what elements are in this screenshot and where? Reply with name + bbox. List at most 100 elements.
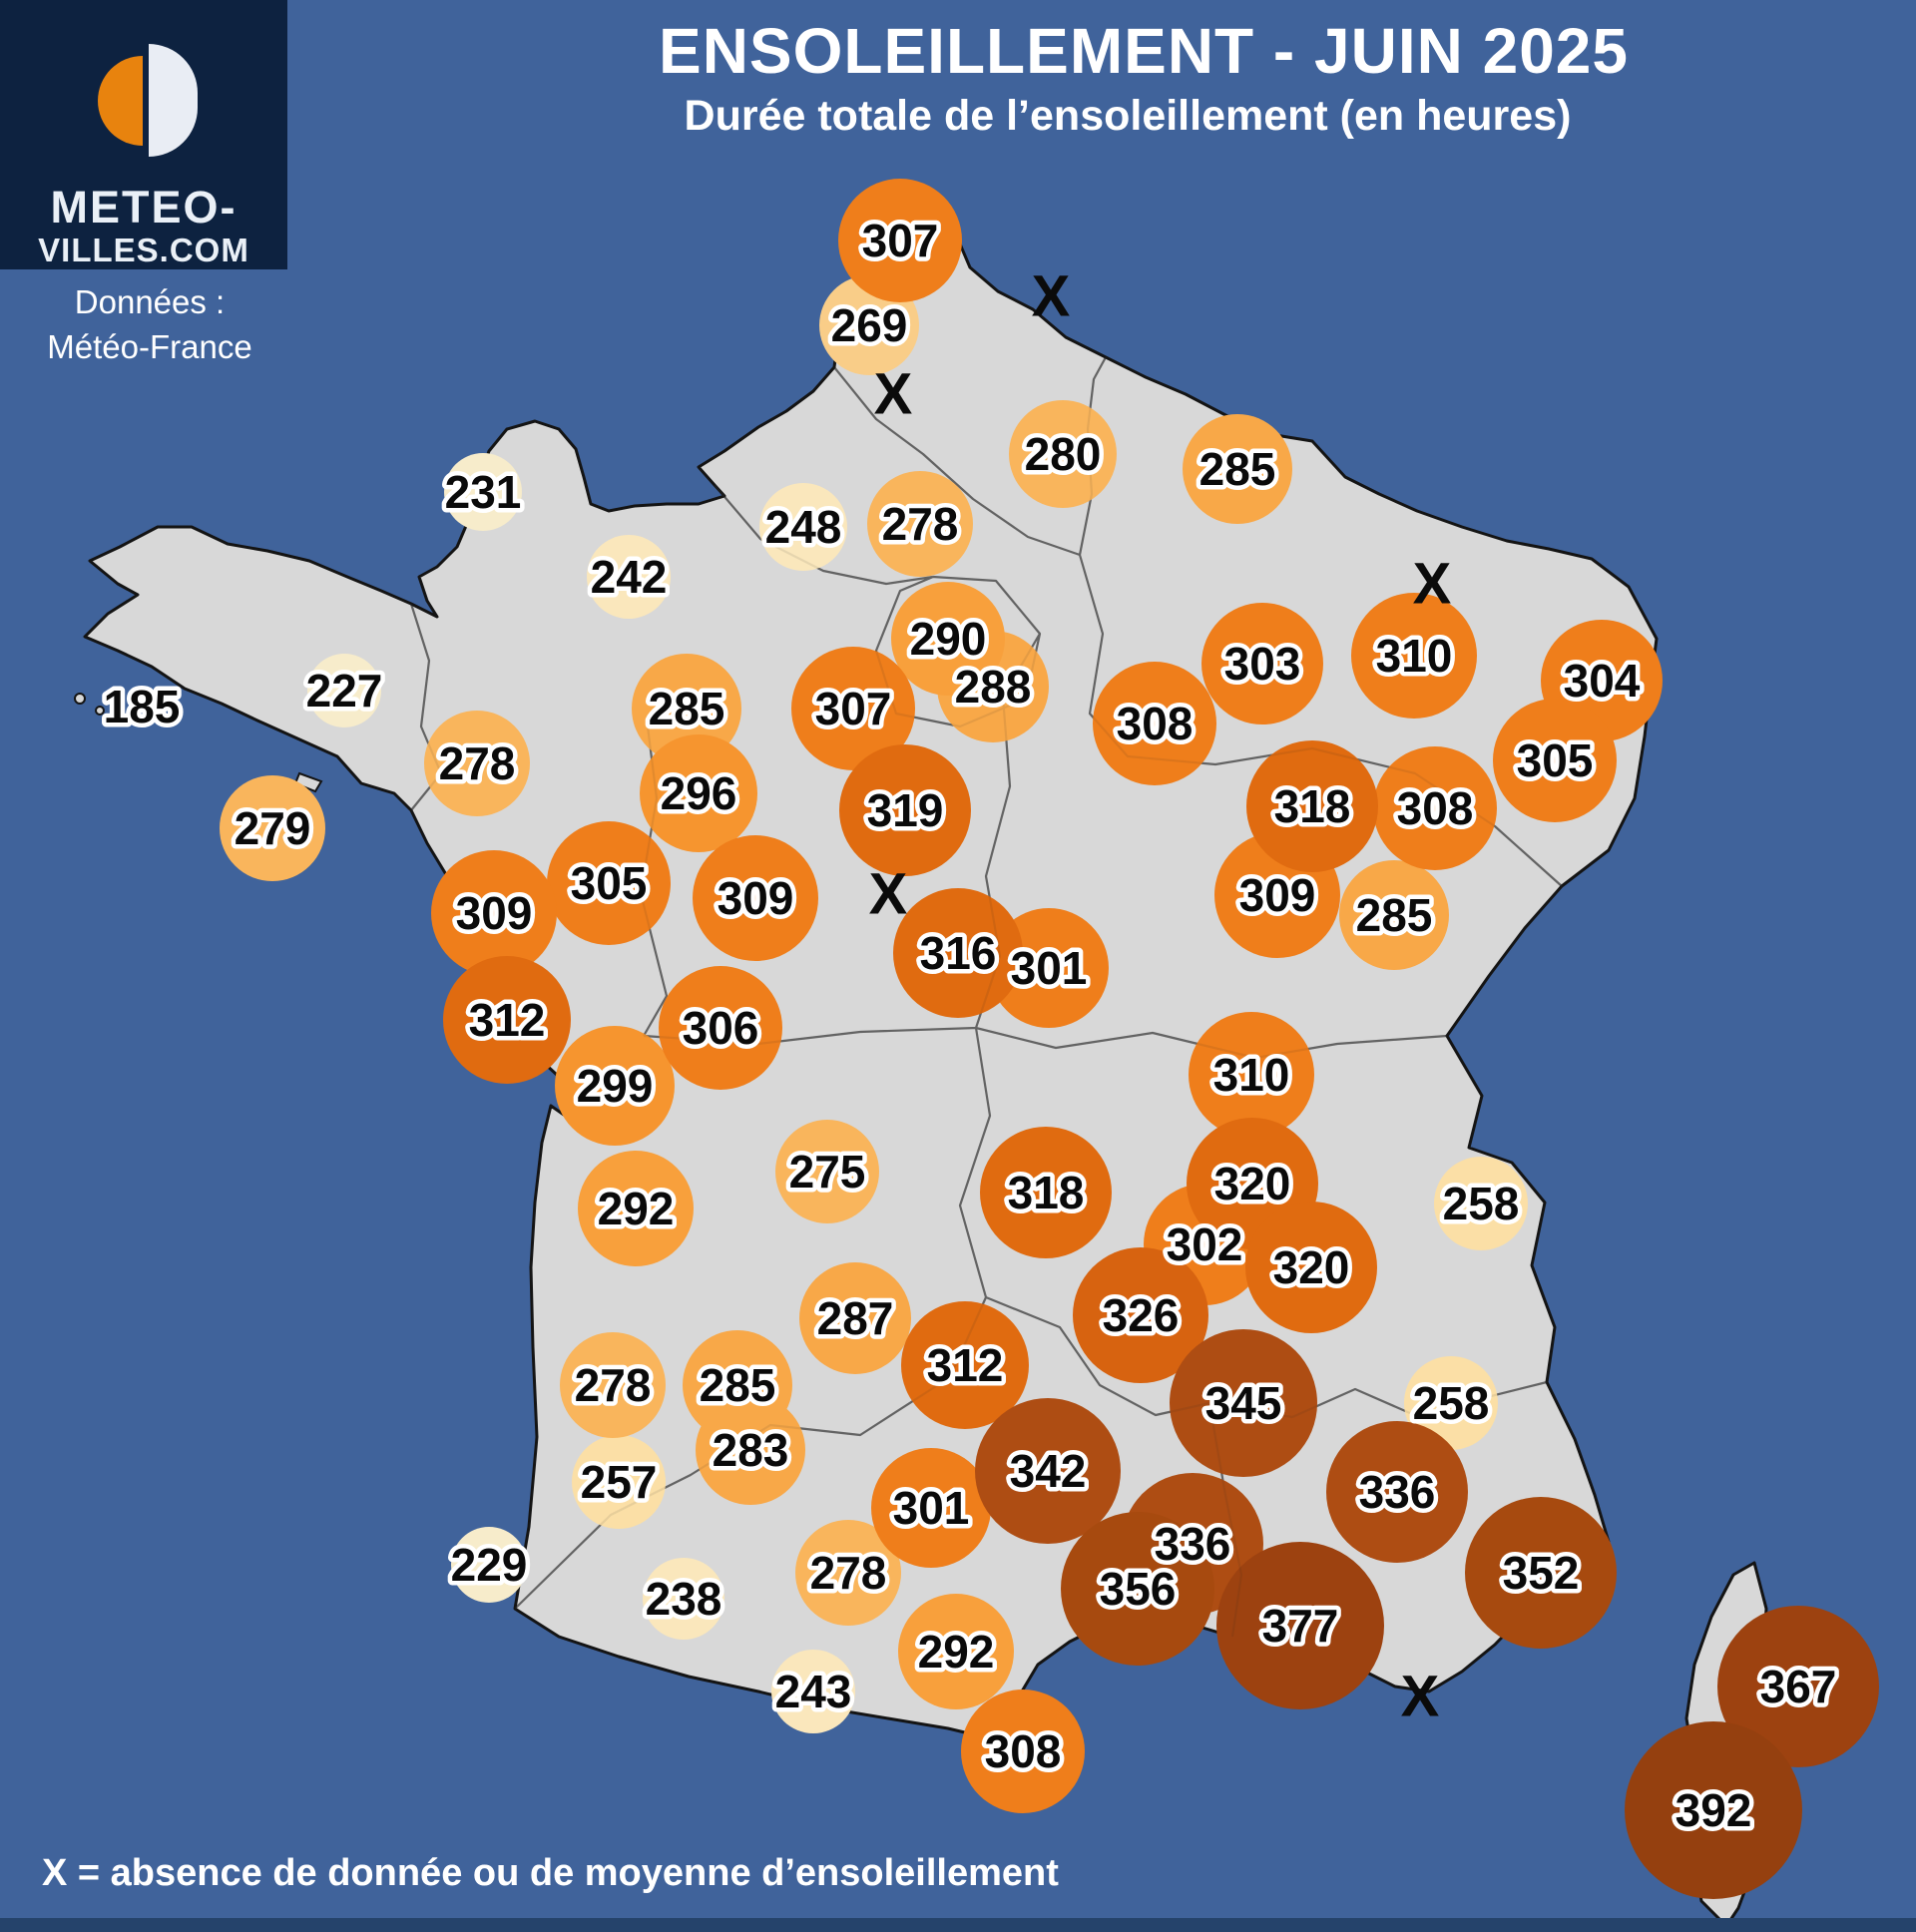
sunshine-value-label: 307 xyxy=(862,215,939,266)
sunshine-value-label: 185 xyxy=(104,681,181,732)
sunshine-circle xyxy=(867,471,973,577)
sunshine-circle xyxy=(1246,740,1378,872)
sunshine-circle xyxy=(643,1558,724,1640)
sunshine-circle xyxy=(961,1690,1085,1813)
sunshine-circle xyxy=(547,821,671,945)
sunshine-value-label: 336 xyxy=(1359,1466,1436,1518)
sunshine-value-label: 309 xyxy=(718,872,794,924)
sunshine-value-label: 312 xyxy=(927,1339,1004,1391)
sunshine-circle xyxy=(871,1448,991,1568)
sunshine-circle xyxy=(1216,1542,1384,1709)
no-data-marker: X xyxy=(1413,552,1452,617)
sunshine-value-label: 290 xyxy=(910,613,987,665)
sunshine-circle xyxy=(1434,1157,1528,1250)
sunshine-circle xyxy=(1717,1606,1879,1767)
sunshine-value-label: 280 xyxy=(1025,428,1102,480)
sunshine-value-label: 367 xyxy=(1760,1661,1837,1712)
sunshine-value-label: 304 xyxy=(1564,655,1641,707)
sunshine-circle xyxy=(587,535,671,619)
sunshine-circle xyxy=(424,711,530,816)
sunshine-circle xyxy=(683,1330,792,1440)
sunshine-value-label: 243 xyxy=(775,1666,852,1717)
ouessant-island xyxy=(74,693,86,705)
molene-island xyxy=(95,706,105,716)
sunshine-value-label: 278 xyxy=(882,498,959,550)
sunshine-value-label: 229 xyxy=(451,1539,528,1591)
half-moon-icon xyxy=(98,44,198,157)
sunshine-value-label: 308 xyxy=(985,1725,1062,1777)
sunshine-circle xyxy=(431,850,557,976)
sunshine-value-label: 336 xyxy=(1155,1518,1231,1570)
sunshine-circle xyxy=(1073,1247,1208,1383)
sunshine-value-label: 248 xyxy=(765,501,842,553)
sunshine-circle xyxy=(572,1435,666,1529)
sunshine-value-label: 318 xyxy=(1274,780,1351,832)
logo-text-villes: VILLES.COM xyxy=(38,232,249,268)
sunshine-circle xyxy=(839,744,971,876)
sunshine-value-label: 309 xyxy=(456,887,533,939)
sunshine-value-label: 285 xyxy=(1356,889,1433,941)
sunshine-circle xyxy=(555,1026,675,1146)
sunshine-value-label: 278 xyxy=(810,1547,887,1599)
sunshine-value-label: 302 xyxy=(1167,1218,1243,1270)
sunshine-circle xyxy=(898,1594,1014,1709)
sunshine-circle xyxy=(901,1301,1029,1429)
sunshine-value-label: 238 xyxy=(646,1573,722,1625)
sunshine-value-label: 308 xyxy=(1117,698,1194,749)
sunshine-value-label: 231 xyxy=(445,466,522,518)
sunshine-value-label: 242 xyxy=(591,551,668,603)
sunshine-value-label: 285 xyxy=(1199,443,1276,495)
sunshine-circle xyxy=(1373,746,1497,870)
half-moon-orange-half xyxy=(98,56,143,146)
sunshine-value-label: 316 xyxy=(920,927,997,979)
sunshine-circle xyxy=(771,1650,855,1733)
sunshine-value-label: 258 xyxy=(1443,1178,1520,1229)
sunshine-value-label: 320 xyxy=(1214,1158,1291,1209)
sunshine-circle xyxy=(560,1332,666,1438)
no-data-marker: X xyxy=(869,862,908,927)
no-data-marker: X xyxy=(1032,264,1071,329)
bottom-strip xyxy=(0,1918,1916,1932)
sunshine-value-label: 305 xyxy=(1517,734,1594,786)
sunshine-circle xyxy=(1245,1202,1377,1333)
sunshine-value-label: 285 xyxy=(649,683,725,734)
meteo-villes-logo: METEO- VILLES.COM xyxy=(0,0,287,269)
no-data-marker: X xyxy=(874,362,913,427)
sunshine-circle xyxy=(632,654,741,763)
sunshine-circle xyxy=(1093,662,1216,785)
sunshine-circle xyxy=(1351,593,1477,719)
sunshine-circle xyxy=(1201,603,1323,724)
sunshine-circle xyxy=(659,966,782,1090)
logo-text-meteo: METEO- xyxy=(50,182,238,233)
data-credit: Données : Météo-France xyxy=(0,279,299,369)
sunshine-value-label: 308 xyxy=(1397,782,1474,834)
sunshine-value-label: 352 xyxy=(1503,1547,1580,1599)
sunshine-circle xyxy=(1465,1497,1617,1649)
sunshine-circle xyxy=(1189,1012,1314,1138)
sunshine-value-label: 301 xyxy=(893,1482,970,1534)
sunshine-value-label: 342 xyxy=(1010,1445,1087,1497)
sunshine-value-label: 310 xyxy=(1376,630,1453,682)
sunshine-value-label: 301 xyxy=(1011,942,1088,994)
sunshine-labels-layer: 227 229 231 238 242 243 248 257 258 258 269 275 278 2… xyxy=(99,211,1841,1841)
sunshine-circle xyxy=(444,453,522,531)
sunshine-circle xyxy=(1404,1356,1498,1450)
sunshine-circle xyxy=(451,1527,527,1603)
sunshine-value-label: 303 xyxy=(1224,638,1301,690)
sunshine-value-label: 279 xyxy=(235,802,311,854)
sunshine-value-label: 326 xyxy=(1103,1289,1180,1341)
credit-line1: Données : xyxy=(74,283,226,320)
sunshine-value-label: 299 xyxy=(577,1060,654,1112)
sunshine-circle xyxy=(640,734,757,852)
sunshine-circle xyxy=(1061,1512,1214,1666)
sunshine-circle xyxy=(1326,1421,1468,1563)
sunshine-value-label: 296 xyxy=(661,767,737,819)
sunshine-value-label: 318 xyxy=(1008,1167,1085,1218)
sunshine-value-label: 345 xyxy=(1205,1377,1282,1429)
sunshine-value-label: 269 xyxy=(831,299,908,351)
sunshine-value-label: 227 xyxy=(306,665,383,717)
sunshine-circle xyxy=(980,1127,1112,1258)
sunshine-value-label: 310 xyxy=(1213,1049,1290,1101)
sunshine-circle xyxy=(693,835,818,961)
